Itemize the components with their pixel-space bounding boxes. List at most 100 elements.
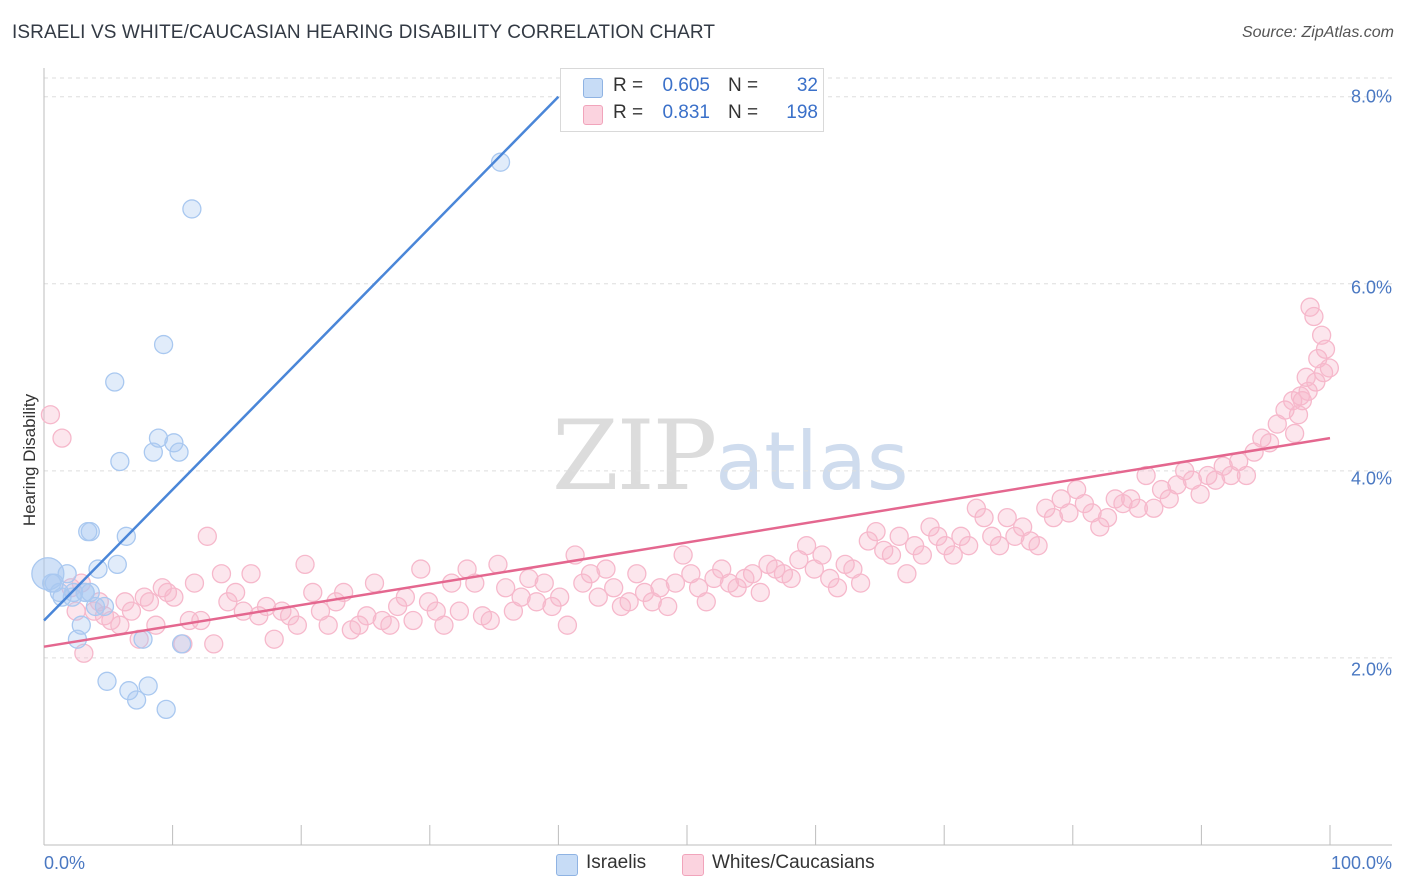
- white-point: [295, 554, 315, 575]
- israeli-point: [148, 428, 169, 448]
- white-point: [411, 559, 431, 579]
- israeli-point: [156, 699, 176, 720]
- legend-n-value: 32: [796, 75, 818, 96]
- white-point: [1059, 503, 1079, 523]
- white-point: [812, 545, 832, 565]
- white-point: [1128, 498, 1149, 518]
- legend-label-whites: Whites/Caucasians: [712, 852, 875, 873]
- legend-swatch-israelis: [556, 854, 578, 876]
- israeli-point: [182, 199, 202, 219]
- series-whites-caucasians: [40, 297, 1340, 663]
- white-point: [650, 578, 670, 598]
- chart-title: ISRAELI VS WHITE/CAUCASIAN HEARING DISAB…: [12, 22, 716, 43]
- y-axis-label: Hearing Disability: [20, 393, 39, 527]
- white-point: [596, 559, 616, 579]
- white-point: [1296, 367, 1316, 387]
- white-point: [627, 564, 647, 584]
- white-point: [1136, 465, 1156, 486]
- white-point: [658, 596, 678, 617]
- white-point: [318, 615, 338, 635]
- white-point: [750, 582, 770, 603]
- trend-line-israelis: [43, 95, 560, 622]
- white-point: [912, 545, 932, 565]
- y-tick-label: 2.0%: [1350, 659, 1392, 680]
- y-tick-label: 8.0%: [1350, 86, 1392, 107]
- israeli-point: [105, 372, 125, 392]
- white-point: [204, 634, 224, 654]
- watermark-zip: ZIP: [552, 400, 717, 512]
- y-tick-label: 6.0%: [1350, 277, 1392, 298]
- white-point: [1043, 507, 1064, 528]
- israeli-point: [138, 676, 158, 696]
- white-point: [480, 610, 500, 631]
- white-point: [40, 405, 61, 425]
- correlation-legend: R = 0.605 N = 32 R = 0.831 N = 198: [560, 68, 824, 132]
- white-point: [241, 564, 261, 584]
- legend-swatch-israelis: [583, 78, 603, 98]
- white-point: [1097, 507, 1118, 528]
- white-point: [74, 643, 94, 663]
- axes: [43, 68, 1392, 846]
- israeli-point: [171, 634, 192, 654]
- white-point: [139, 592, 160, 612]
- white-point: [197, 526, 217, 546]
- white-point: [696, 592, 716, 612]
- trend-line-whites: [43, 436, 1331, 648]
- y-tick-label: 4.0%: [1350, 468, 1392, 489]
- white-point: [1144, 498, 1164, 518]
- white-point: [889, 526, 909, 546]
- legend-r-value: 0.605: [662, 75, 710, 96]
- israeli-point: [85, 596, 106, 617]
- israeli-point: [75, 582, 95, 603]
- israeli-point: [490, 152, 511, 172]
- legend-n-label: N =: [728, 102, 759, 123]
- white-point: [1288, 405, 1309, 425]
- white-point: [115, 592, 135, 612]
- white-point: [211, 564, 232, 584]
- white-point: [101, 610, 121, 631]
- white-point: [588, 587, 608, 607]
- white-point: [1190, 484, 1210, 504]
- white-point: [403, 610, 423, 631]
- watermark-atlas: atlas: [715, 415, 909, 508]
- white-point: [881, 545, 902, 565]
- white-point: [488, 554, 508, 575]
- white-point: [1284, 423, 1305, 444]
- white-point: [796, 536, 817, 556]
- white-point: [850, 573, 871, 593]
- source-credit: Source: ZipAtlas.com: [1241, 24, 1394, 41]
- israeli-point: [57, 564, 77, 584]
- white-point: [496, 578, 516, 598]
- white-point: [550, 587, 570, 607]
- white-point: [604, 578, 624, 598]
- israeli-point: [164, 433, 184, 453]
- white-point: [1308, 348, 1328, 369]
- white-point: [449, 601, 470, 621]
- white-point: [52, 428, 72, 448]
- israeli-point: [110, 451, 130, 472]
- legend-r-label: R =: [613, 102, 644, 123]
- white-point: [164, 587, 184, 607]
- israeli-point: [169, 442, 189, 462]
- israeli-point: [126, 690, 147, 710]
- white-point: [303, 582, 323, 603]
- x-tick-label: 100.0%: [1330, 853, 1392, 873]
- white-point: [897, 564, 917, 584]
- white-point: [511, 587, 531, 607]
- white-point: [357, 606, 377, 626]
- white-point: [442, 573, 462, 593]
- white-point: [434, 615, 454, 635]
- white-point: [1304, 306, 1324, 327]
- israeli-point: [88, 559, 108, 579]
- white-point: [557, 615, 578, 635]
- white-point: [364, 573, 385, 593]
- israeli-point: [52, 587, 72, 607]
- white-point: [121, 601, 142, 621]
- watermark: ZIPatlas: [552, 400, 909, 512]
- white-point: [519, 568, 539, 589]
- white-point: [287, 615, 307, 635]
- white-point: [665, 573, 686, 593]
- white-point: [225, 582, 246, 603]
- x-tick-label: 0.0%: [44, 853, 86, 873]
